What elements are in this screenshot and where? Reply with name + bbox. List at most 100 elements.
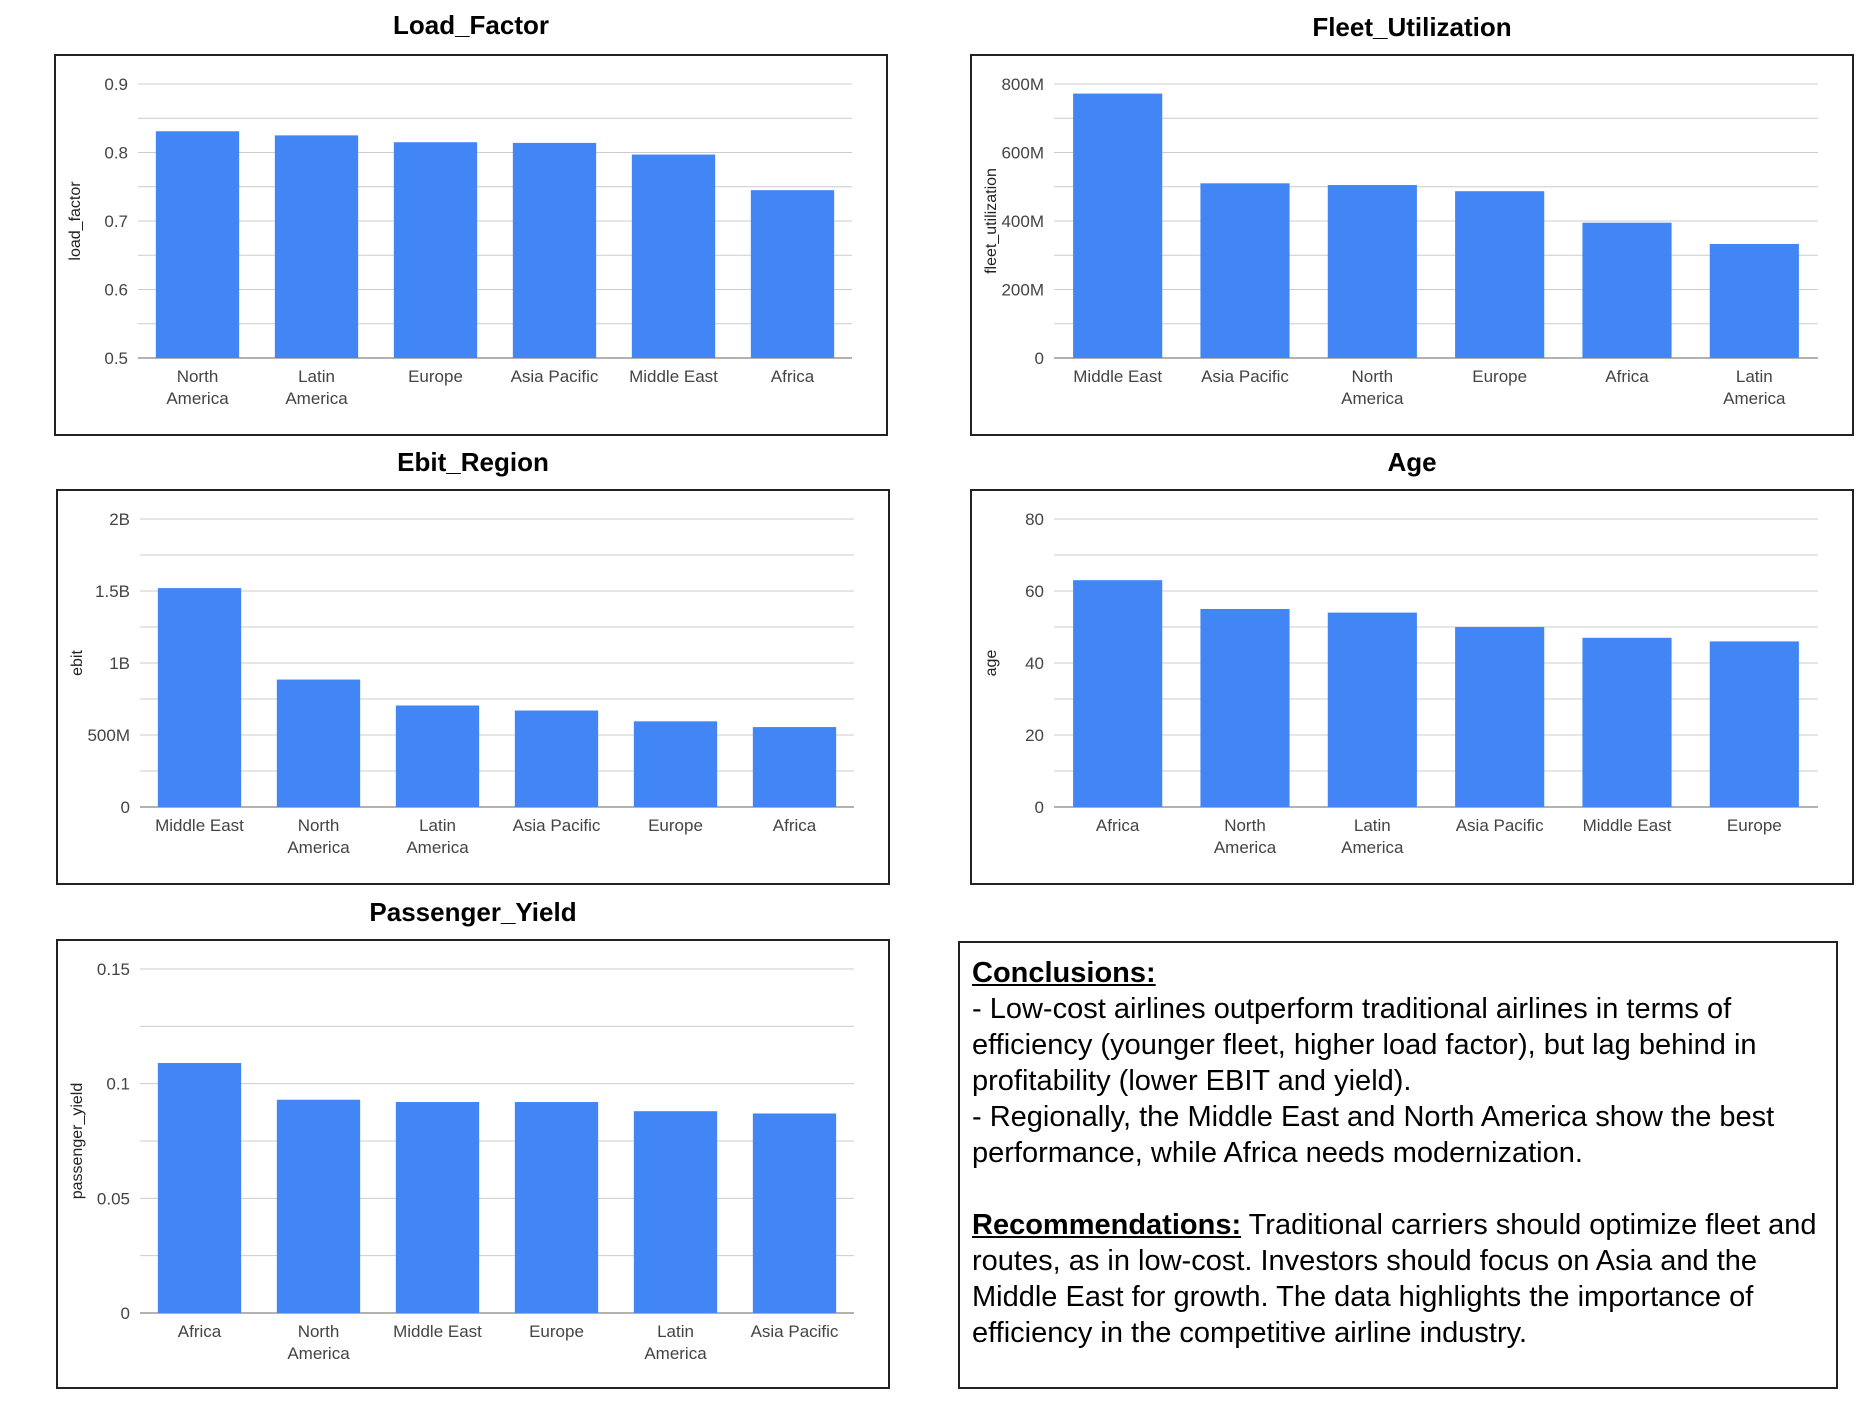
- y-tick-label: 0: [121, 1304, 130, 1323]
- y-axis-label: fleet_utilization: [983, 168, 1000, 274]
- x-tick-label: Latin America: [285, 367, 348, 408]
- recommendations-text: Traditional carriers should optimize fle…: [972, 1209, 1817, 1349]
- bar-middle-east: [395, 1102, 480, 1313]
- bar-latin-america: [1709, 243, 1799, 358]
- y-tick-label: 0: [121, 798, 130, 817]
- bar-latin-america: [633, 1111, 718, 1313]
- y-axis-label: load_factor: [67, 181, 84, 261]
- bar-latin-america: [1327, 612, 1417, 807]
- y-tick-label: 0.7: [104, 212, 128, 231]
- y-tick-label: 500M: [87, 726, 130, 745]
- x-tick-label: Asia Pacific: [1456, 816, 1544, 835]
- bar-north-america: [1200, 609, 1290, 807]
- y-tick-label: 0.05: [97, 1189, 130, 1208]
- bar-middle-east: [631, 154, 716, 358]
- y-tick-label: 0.1: [106, 1075, 130, 1094]
- y-tick-label: 0.9: [104, 75, 128, 94]
- bar-africa: [157, 1063, 242, 1313]
- chart-title-age: Age: [1387, 447, 1437, 477]
- x-tick-label: Middle East: [629, 367, 718, 386]
- bar-asia-pacific: [752, 1113, 837, 1313]
- x-tick-label: Middle East: [155, 816, 244, 835]
- y-tick-label: 1.5B: [95, 582, 130, 601]
- bar-middle-east: [157, 588, 242, 807]
- conclusions-line-2: - Regionally, the Middle East and North …: [972, 1101, 1775, 1169]
- x-tick-label: Middle East: [1583, 816, 1672, 835]
- y-tick-label: 200M: [1001, 281, 1044, 300]
- bar-europe: [393, 142, 478, 358]
- bar-asia-pacific: [1200, 183, 1290, 358]
- chart-title-fleet-utilization: Fleet_Utilization: [1312, 12, 1512, 42]
- conclusions-line-1: - Low-cost airlines outperform tradition…: [972, 993, 1757, 1097]
- spacer: [972, 1171, 1824, 1207]
- chart-svg: 0 20 40 60 80 age Africa North America Latin Ameri…: [983, 510, 1818, 857]
- y-tick-label: 800M: [1001, 75, 1044, 94]
- x-tick-label: Asia Pacific: [511, 367, 599, 386]
- bar-europe: [1455, 191, 1545, 358]
- bar-africa: [1073, 580, 1163, 807]
- bar-africa: [1582, 222, 1672, 358]
- x-tick-label: Europe: [1472, 367, 1527, 386]
- x-tick-label: Europe: [1727, 816, 1782, 835]
- x-tick-label: Africa: [1605, 367, 1649, 386]
- y-tick-label: 600M: [1001, 144, 1044, 163]
- chart-title-load-factor: Load_Factor: [392, 10, 550, 40]
- bar-north-america: [155, 131, 240, 358]
- y-tick-label: 40: [1025, 654, 1044, 673]
- recommendations-heading: Recommendations:: [972, 1209, 1242, 1241]
- x-tick-label: Middle East: [1073, 367, 1162, 386]
- bar-north-america: [276, 1099, 361, 1313]
- x-tick-label: North America: [287, 816, 350, 857]
- x-tick-label: Africa: [773, 816, 817, 835]
- y-axis-label: age: [983, 650, 1000, 677]
- chart-title-ebit-region: Ebit_Region: [397, 447, 549, 477]
- bar-asia-pacific: [1455, 627, 1545, 807]
- x-tick-label: Asia Pacific: [751, 1322, 839, 1341]
- x-tick-label: North America: [166, 367, 229, 408]
- x-tick-label: Asia Pacific: [513, 816, 601, 835]
- y-tick-label: 0: [1035, 349, 1044, 368]
- bar-north-america: [1327, 185, 1417, 358]
- bar-asia-pacific: [512, 142, 597, 358]
- y-tick-label: 20: [1025, 726, 1044, 745]
- y-tick-label: 2B: [109, 510, 130, 529]
- chart-svg: 0 0.05 0.1 0.15 passenger_yield Africa North Am…: [69, 960, 854, 1363]
- x-tick-label: Latin America: [644, 1322, 707, 1363]
- x-tick-label: Europe: [529, 1322, 584, 1341]
- x-tick-label: Europe: [648, 816, 703, 835]
- x-tick-label: Latin America: [1341, 816, 1404, 857]
- bar-europe: [514, 1102, 599, 1313]
- y-tick-label: 400M: [1001, 212, 1044, 231]
- bar-europe: [633, 721, 718, 807]
- x-tick-label: Asia Pacific: [1201, 367, 1289, 386]
- chart-ebit-region: 0 500M 1B 1.5B 2B ebit Middle East North America…: [56, 489, 890, 885]
- y-axis-label: ebit: [69, 650, 86, 676]
- x-tick-label: Latin America: [1723, 367, 1786, 408]
- bar-middle-east: [1582, 637, 1672, 807]
- chart-svg: 0.5 0.6 0.7 0.8 0.9 load_factor North America La…: [67, 75, 852, 408]
- bar-middle-east: [1073, 93, 1163, 358]
- x-tick-label: Middle East: [393, 1322, 482, 1341]
- chart-title-passenger-yield: Passenger_Yield: [369, 897, 577, 927]
- y-tick-label: 0.5: [104, 349, 128, 368]
- bar-africa: [750, 190, 835, 358]
- conclusions-panel: Conclusions: - Low-cost airlines outperf…: [958, 941, 1838, 1389]
- x-tick-label: North America: [287, 1322, 350, 1363]
- x-tick-label: Africa: [771, 367, 815, 386]
- x-tick-label: Africa: [178, 1322, 222, 1341]
- chart-svg: 0 200M 400M 600M 800M fleet_utilization Middle…: [983, 75, 1818, 408]
- y-tick-label: 0.6: [104, 281, 128, 300]
- y-tick-label: 60: [1025, 582, 1044, 601]
- chart-passenger-yield: 0 0.05 0.1 0.15 passenger_yield Africa North Am…: [56, 939, 890, 1389]
- chart-age: 0 20 40 60 80 age Africa North America Latin Ameri…: [970, 489, 1854, 885]
- y-tick-label: 0.8: [104, 144, 128, 163]
- bar-asia-pacific: [514, 710, 599, 807]
- x-tick-label: Europe: [408, 367, 463, 386]
- x-tick-label: North America: [1214, 816, 1277, 857]
- conclusions-heading: Conclusions:: [972, 957, 1156, 989]
- recommendations-paragraph: Recommendations: Traditional carriers sh…: [972, 1207, 1824, 1351]
- y-tick-label: 0: [1035, 798, 1044, 817]
- y-tick-label: 80: [1025, 510, 1044, 529]
- bar-north-america: [276, 679, 361, 807]
- x-tick-label: North America: [1341, 367, 1404, 408]
